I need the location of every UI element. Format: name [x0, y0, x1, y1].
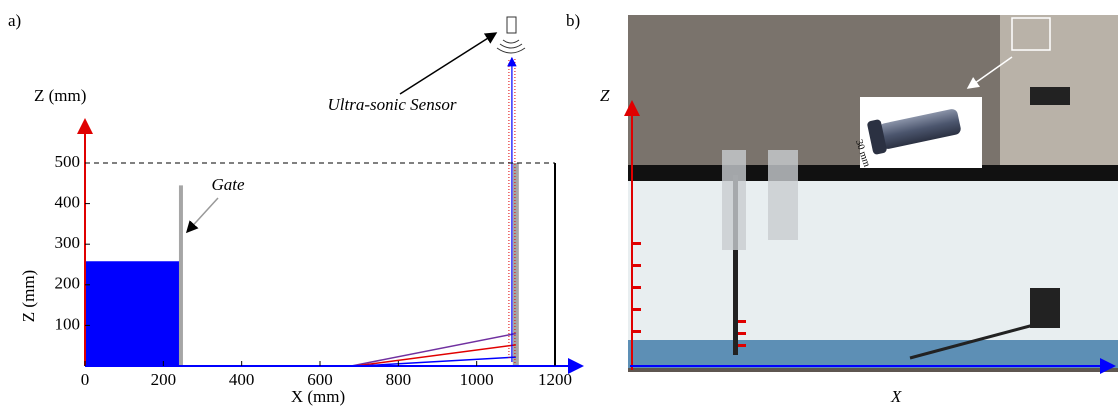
- axis-label: X: [890, 387, 902, 406]
- x-tick-label: 800: [386, 370, 412, 389]
- x-tick-label: 1200: [538, 370, 572, 389]
- axis-label: X (mm): [291, 387, 345, 406]
- water: [85, 261, 179, 366]
- panel-label: b): [566, 11, 580, 30]
- panel-label: a): [8, 11, 21, 30]
- x-tick-label: 1000: [460, 370, 494, 389]
- beam: [351, 332, 516, 367]
- annotation-arrow: [185, 197, 219, 234]
- x-tick-label: 600: [307, 370, 333, 389]
- x-tick-label: 200: [151, 370, 177, 389]
- x-tick-label: 0: [81, 370, 90, 389]
- axis-label: Z (mm): [34, 86, 86, 105]
- photo: 30 mm: [624, 15, 1118, 374]
- sensor-waves: [496, 39, 526, 54]
- axis-label: Z: [600, 86, 610, 105]
- y-tick-label: 100: [55, 314, 81, 333]
- y-tick-label: 300: [55, 233, 81, 252]
- y-tick-label: 400: [55, 193, 81, 212]
- x-tick-label: 400: [229, 370, 255, 389]
- sensor-icon: [506, 16, 517, 34]
- annotation: Gate: [211, 175, 245, 194]
- annotation: Ultra-sonic Sensor: [328, 95, 457, 114]
- annotation-arrow: [399, 32, 498, 95]
- axis-label: Z (mm): [19, 270, 38, 322]
- beam: [355, 344, 516, 367]
- y-tick-label: 200: [55, 274, 81, 293]
- beam: [359, 356, 516, 367]
- y-tick-label: 500: [55, 152, 81, 171]
